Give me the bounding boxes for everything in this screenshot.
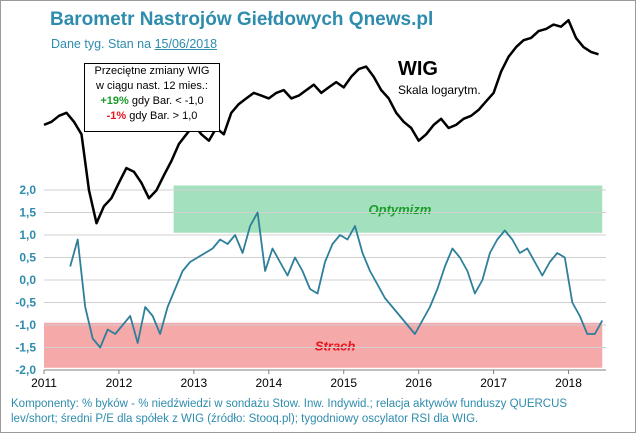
info-box-positive: +19% gdy Bar. < -1,0 [85, 94, 219, 109]
y-tick-label: 2,0 [19, 183, 36, 197]
band-label-fear: Strach [315, 338, 356, 353]
barometer-line [69, 211, 604, 349]
info-box-line1: Przeciętne zmiany WIG [94, 65, 210, 77]
info-box-negative: -1% gdy Bar. > 1,0 [85, 109, 219, 124]
y-tick-label: 1,0 [19, 228, 36, 242]
y-tick-label: 0,5 [19, 251, 36, 265]
x-tick-label: 2014 [255, 376, 282, 390]
info-box-pos-value: +19% [100, 95, 129, 107]
x-tick-label: 2017 [480, 376, 507, 390]
y-tick-label: -0,5 [15, 296, 36, 310]
y-tick-label: -2,0 [15, 363, 36, 377]
x-tick-label: 2012 [106, 376, 133, 390]
band-label-optimism: Optymizm [369, 202, 432, 217]
log-scale-note: Skala logarytm. [398, 83, 481, 97]
wig-line [43, 18, 599, 225]
chart-title: Barometr Nastrojów Giełdowych Qnews.pl [50, 9, 434, 30]
subtitle-date: 15/06/2018 [154, 37, 218, 51]
footnote-line1: Komponenty: % byków - % niedźwiedzi w so… [11, 398, 568, 410]
info-box-pos-text: gdy Bar. < -1,0 [131, 95, 204, 107]
y-tick-label: 1,5 [19, 206, 36, 220]
wig-series-label: WIG [398, 58, 438, 80]
band-fear [44, 322, 603, 368]
components-footnote: Komponenty: % byków - % niedźwiedzi w so… [11, 397, 631, 427]
chart-subtitle: Dane tyg. Stan na 15/06/2018 [51, 37, 217, 51]
footnote-line2: lev/short; średni P/E dla spółek z WIG (… [11, 413, 479, 425]
info-box-neg-text: gdy Bar. > 1,0 [129, 110, 198, 122]
x-tick-label: 2016 [405, 376, 432, 390]
x-tick-label: 2018 [555, 376, 582, 390]
x-tick-label: 2013 [181, 376, 208, 390]
y-tick-label: 0,0 [19, 273, 36, 287]
x-tick-label: 2011 [31, 376, 57, 390]
info-box-neg-value: -1% [106, 110, 127, 122]
subtitle-prefix: Dane tyg. Stan na [51, 37, 152, 51]
y-tick-label: -1,5 [15, 341, 36, 355]
info-box: Przeciętne zmiany WIG w ciągu nast. 12 m… [84, 63, 220, 132]
band-optimism [173, 185, 603, 233]
y-tick-label: -1,0 [15, 318, 36, 332]
info-box-line2: w ciągu nast. 12 mies.: [96, 80, 208, 92]
x-tick-label: 2015 [330, 376, 357, 390]
